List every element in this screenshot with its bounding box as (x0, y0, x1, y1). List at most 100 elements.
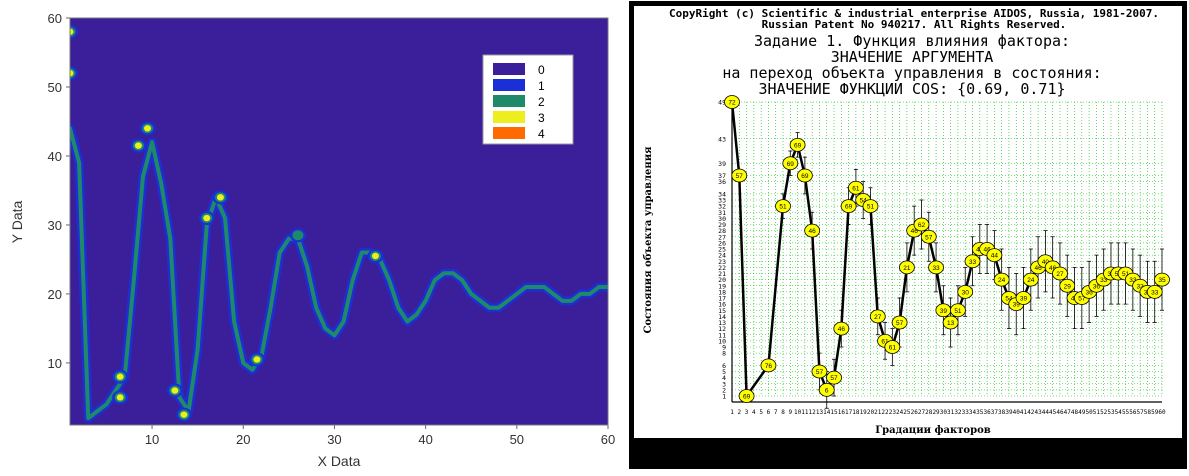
aidos-point-label: 57 (925, 234, 933, 241)
aidos-panel: CopyRight (c) Scientific & industrial en… (628, 0, 1189, 471)
aidos-y-tick-label: 36 (718, 178, 726, 186)
aidos-point-label: 69 (801, 173, 809, 180)
aidos-y-tick-label: 26 (718, 239, 726, 247)
aidos-x-tick-label: 31 (947, 409, 955, 416)
aidos-y-tick-label: 5 (722, 368, 726, 376)
heatmap-legend: 0 1 2 3 4 (482, 54, 574, 145)
y-axis-label: Y Data (9, 201, 25, 244)
aidos-point-label: 57 (736, 173, 744, 180)
aidos-y-tick-label: 28 (718, 227, 726, 235)
aidos-x-tick-label: 21 (874, 409, 882, 416)
aidos-point-marker (724, 95, 740, 109)
aidos-y-tick-label: 21 (718, 270, 726, 278)
legend-label: 4 (538, 127, 545, 141)
aidos-x-tick-label: 5 (759, 409, 763, 416)
aidos-point-label: 24 (998, 277, 1006, 284)
aidos-point-marker (891, 315, 908, 330)
aidos-point-label: 51 (867, 204, 875, 211)
aidos-y-axis-label: Состояния объекта управления (643, 146, 654, 334)
aidos-x-tick-label: 20 (867, 409, 875, 416)
aidos-x-tick-label: 39 (1005, 409, 1013, 416)
aidos-x-tick-label: 15 (830, 409, 838, 416)
aidos-y-tick-label: 9 (722, 344, 726, 352)
aidos-y-tick-label: 39 (718, 160, 726, 168)
aidos-y-tick-label: 33 (718, 197, 726, 205)
aidos-point-label: 57 (896, 320, 904, 327)
aidos-x-tick-label: 8 (781, 409, 785, 416)
aidos-x-tick-label: 36 (983, 409, 991, 416)
aidos-point-marker (1022, 272, 1039, 287)
y-tick-label: 30 (48, 218, 62, 233)
x-tick-label: 50 (510, 432, 524, 447)
aidos-point-marker (869, 309, 886, 324)
aidos-y-tick-label: 14 (718, 313, 726, 321)
aidos-x-tick-label: 27 (918, 409, 926, 416)
aidos-chart: CopyRight (c) Scientific & industrial en… (629, 1, 1187, 469)
aidos-point-label: 51 (779, 204, 787, 211)
aidos-y-tick-label: 25 (718, 246, 726, 254)
aidos-y-tick-label: 13 (718, 319, 726, 327)
aidos-y-tick-label: 49 (718, 99, 726, 107)
aidos-point-label: 27 (1056, 271, 1064, 278)
aidos-point-marker (811, 364, 828, 379)
aidos-point-label: 39 (940, 308, 948, 315)
aidos-point-label: 57 (830, 375, 838, 382)
y-tick-label: 20 (48, 287, 62, 302)
aidos-x-tick-label: 56 (1129, 409, 1137, 416)
aidos-point-label: 39 (1013, 302, 1021, 309)
aidos-y-tick-label: 10 (718, 337, 726, 345)
aidos-y-tick-label: 17 (718, 295, 726, 303)
aidos-point-label: 27 (874, 314, 882, 321)
aidos-point-label: 46 (911, 228, 919, 235)
aidos-x-tick-label: 57 (1137, 409, 1145, 416)
aidos-point-marker (818, 382, 835, 397)
aidos-point-label: 13 (947, 320, 955, 327)
aidos-point-marker (796, 168, 813, 183)
aidos-point-marker (731, 168, 748, 183)
aidos-point-label: 51 (1122, 271, 1130, 278)
aidos-y-tick-label: 1 (722, 393, 726, 401)
aidos-point-marker (928, 260, 944, 275)
aidos-x-tick-label: 37 (991, 409, 999, 416)
x-tick-label: 10 (145, 432, 159, 447)
aidos-point-label: 6 (825, 387, 829, 394)
aidos-x-tick-label: 25 (903, 409, 911, 416)
aidos-point-label: 69 (794, 142, 802, 149)
legend-label: 1 (538, 79, 545, 93)
aidos-point-marker (993, 272, 1010, 287)
aidos-x-tick-label: 7 (774, 409, 778, 416)
aidos-x-tick-label: 51 (1093, 409, 1101, 416)
aidos-x-tick-label: 45 (1049, 409, 1057, 416)
aidos-point-label: 57 (1078, 296, 1086, 303)
aidos-y-tick-label: 27 (718, 233, 726, 241)
aidos-y-tick-label: 4 (722, 374, 726, 382)
aidos-x-tick-label: 48 (1071, 409, 1079, 416)
aidos-x-tick-label: 4 (752, 409, 756, 416)
aidos-x-tick-label: 14 (823, 409, 831, 416)
aidos-x-tick-label: 26 (911, 409, 919, 416)
aidos-point-marker (840, 199, 857, 214)
aidos-point-label: 51 (954, 308, 962, 315)
heatmap-hotspot-core (253, 356, 261, 363)
x-tick-label: 20 (236, 432, 250, 447)
heatmap-hotspot-core (116, 373, 124, 380)
heatmap-hotspot-core (144, 125, 152, 132)
aidos-point-marker (1015, 291, 1032, 305)
aidos-x-tick-label: 22 (881, 409, 889, 416)
aidos-y-tick-label: 8 (722, 350, 726, 358)
aidos-x-tick-label: 43 (1034, 409, 1042, 416)
aidos-x-tick-label: 46 (1056, 409, 1064, 416)
aidos-point-label: 46 (838, 326, 846, 333)
aidos-y-tick-label: 18 (718, 288, 726, 296)
copyright-line: CopyRight (c) Scientific & industrial en… (669, 7, 1159, 20)
heatmap-hotspot-core (116, 394, 124, 401)
aidos-x-tick-label: 13 (816, 409, 824, 416)
aidos-x-tick-label: 41 (1020, 409, 1028, 416)
aidos-point-label: 61 (881, 338, 889, 345)
aidos-y-tick-label: 6 (722, 362, 726, 370)
aidos-y-tick-label: 37 (718, 172, 726, 180)
legend-swatch (493, 127, 525, 139)
aidos-y-tick-label: 15 (718, 307, 726, 315)
title-line-1: Задание 1. Функция влияния фактора: (754, 32, 1070, 50)
